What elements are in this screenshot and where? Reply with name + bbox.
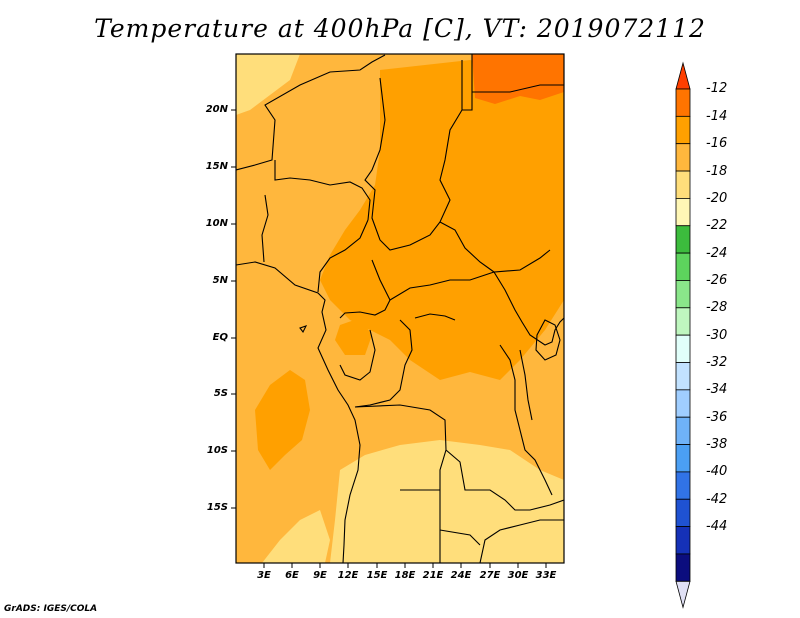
colorbar-segment	[675, 362, 691, 391]
colorbar-label-7: -26	[706, 273, 728, 288]
colorbar-bottom-arrow	[675, 580, 691, 609]
coastlines-borders	[236, 54, 564, 563]
colorbar-segment	[675, 444, 691, 473]
y-label-5n: 5N	[212, 275, 228, 286]
colorbar-segment	[675, 225, 691, 254]
y-label-15s: 15S	[206, 502, 228, 513]
colorbar-segment	[675, 389, 691, 418]
x-label-27e: 27E	[479, 570, 501, 581]
x-label-18e: 18E	[394, 570, 416, 581]
colorbar	[675, 61, 691, 609]
field-cool-south	[330, 440, 564, 563]
x-label-30e: 30E	[507, 570, 529, 581]
colorbar-label-1: -14	[706, 109, 728, 124]
x-label-9e: 9E	[313, 570, 327, 581]
colorbar-label-0: -12	[706, 81, 728, 96]
field-warm-west-lobe	[335, 318, 372, 355]
colorbar-top-arrow	[675, 61, 691, 90]
colorbar-segment	[675, 334, 691, 363]
grads-credit: GrADS: IGES/COLA	[4, 604, 98, 614]
colorbar-label-9: -30	[706, 328, 728, 343]
colorbar-segment	[675, 526, 691, 555]
y-axis-ticks	[231, 109, 236, 509]
field-cool-northwest	[236, 54, 300, 115]
colorbar-segment	[675, 143, 691, 172]
colorbar-segment	[675, 498, 691, 528]
field-cool-southwest-strip	[262, 510, 330, 563]
temperature-field	[236, 54, 564, 563]
x-axis-ticks	[263, 563, 547, 568]
colorbar-label-13: -38	[706, 437, 728, 452]
colorbar-segment	[675, 252, 691, 281]
y-label-20n: 20N	[205, 104, 228, 115]
map-title: Temperature at 400hPa [C], VT: 201907211…	[94, 14, 706, 43]
colorbar-segment	[675, 197, 691, 227]
x-label-12e: 12E	[337, 570, 359, 581]
y-label-5s: 5S	[213, 388, 228, 399]
colorbar-label-14: -40	[706, 464, 728, 479]
colorbar-segment	[675, 553, 691, 582]
y-label-10s: 10S	[206, 445, 228, 456]
x-label-3e: 3E	[257, 570, 271, 581]
y-label-10n: 10N	[205, 218, 228, 229]
colorbar-segment	[675, 307, 691, 336]
x-label-6e: 6E	[285, 570, 299, 581]
colorbar-label-11: -34	[706, 382, 728, 397]
colorbar-label-12: -36	[706, 410, 728, 425]
colorbar-segment	[675, 416, 691, 445]
colorbar-segment	[675, 170, 691, 199]
colorbar-label-5: -22	[706, 218, 728, 233]
colorbar-segment	[675, 88, 691, 117]
colorbar-label-2: -16	[706, 136, 728, 151]
colorbar-label-4: -20	[706, 191, 728, 206]
field-warm-central	[320, 60, 564, 380]
colorbar-label-15: -42	[706, 492, 728, 507]
colorbar-label-8: -28	[706, 300, 728, 315]
x-label-21e: 21E	[422, 570, 444, 581]
colorbar-label-16: -44	[706, 519, 728, 534]
x-label-33e: 33E	[535, 570, 557, 581]
colorbar-segment	[675, 115, 691, 145]
y-label-eq: EQ	[212, 332, 228, 343]
colorbar-segment	[675, 471, 691, 500]
colorbar-label-3: -18	[706, 164, 728, 179]
x-label-15e: 15E	[366, 570, 388, 581]
y-label-15n: 15N	[205, 161, 228, 172]
map-frame	[235, 53, 565, 564]
field-hot-northeast	[472, 54, 564, 104]
field-warm-southwest	[255, 370, 310, 470]
x-label-24e: 24E	[450, 570, 472, 581]
colorbar-label-6: -24	[706, 246, 728, 261]
colorbar-label-10: -32	[706, 355, 728, 370]
colorbar-segment	[675, 280, 691, 309]
